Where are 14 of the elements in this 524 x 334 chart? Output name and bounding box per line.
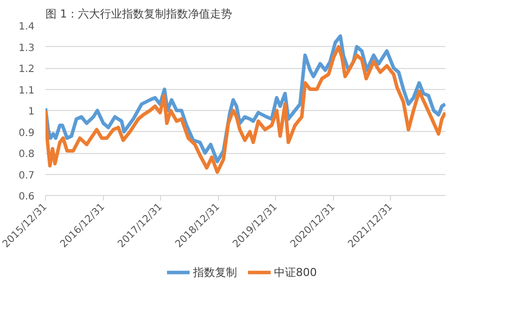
y-tick-label: 0.8 bbox=[18, 149, 35, 160]
chart-title: 图 1：六大行业指数复制指数净值走势 bbox=[46, 8, 232, 20]
y-tick-label: 1.4 bbox=[18, 22, 35, 32]
y-tick-label: 0.9 bbox=[18, 128, 35, 139]
legend-label: 中证800 bbox=[274, 266, 317, 279]
y-tick-label: 1.3 bbox=[18, 42, 35, 54]
y-tick-label: 1.1 bbox=[18, 85, 35, 96]
y-tick-label: 0.6 bbox=[18, 192, 35, 202]
y-tick-label: 1.2 bbox=[18, 64, 35, 75]
y-tick-label: 1 bbox=[28, 106, 35, 118]
line-series bbox=[46, 34, 446, 164]
y-tick-label: 0.7 bbox=[18, 170, 35, 182]
legend-label: 指数复制 bbox=[192, 266, 237, 279]
line-series bbox=[46, 45, 446, 174]
